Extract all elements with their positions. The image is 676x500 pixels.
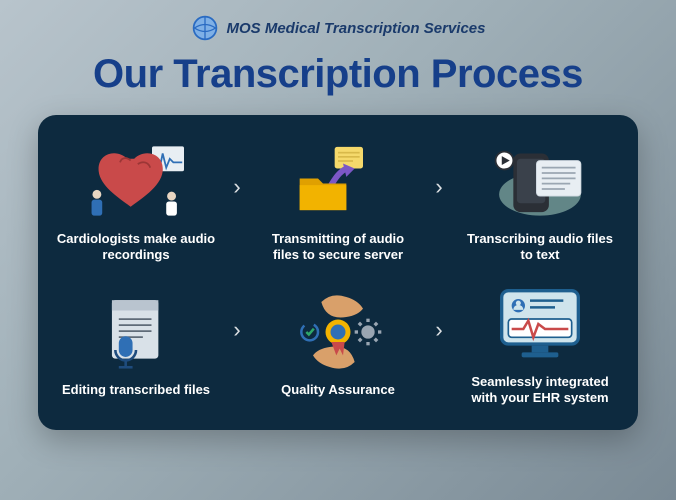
folder-upload-icon [288, 141, 388, 221]
ehr-monitor-icon [490, 284, 590, 364]
brand-logo-icon [191, 14, 219, 42]
step-transcribing: Transcribing audio files to text [460, 141, 620, 264]
step-qa: Quality Assurance [258, 292, 418, 398]
page-title: Our Transcription Process [93, 52, 583, 97]
step-label: Editing transcribed files [62, 382, 210, 398]
process-row: Cardiologists make audio recordings › [56, 141, 620, 264]
step-label: Quality Assurance [281, 382, 395, 398]
chevron-right-icon: › [227, 174, 247, 200]
chevron-right-icon: › [429, 317, 449, 343]
step-label: Cardiologists make audio recordings [56, 231, 216, 264]
step-label: Transcribing audio files to text [460, 231, 620, 264]
brand-name: MOS Medical Transcription Services [227, 20, 486, 37]
step-editing: Editing transcribed files [56, 292, 216, 398]
heart-chart-icon [81, 141, 191, 221]
brand-lockup: MOS Medical Transcription Services [191, 14, 486, 42]
qa-badge-icon [288, 292, 388, 372]
process-row: Editing transcribed files › [56, 284, 620, 407]
step-label: Transmitting of audio files to secure se… [258, 231, 418, 264]
step-label: Seamlessly integrated with your EHR syst… [460, 374, 620, 407]
process-panel: Cardiologists make audio recordings › [38, 115, 638, 430]
audio-to-text-icon [485, 141, 595, 221]
step-cardiologists-recording: Cardiologists make audio recordings [56, 141, 216, 264]
step-transmitting: Transmitting of audio files to secure se… [258, 141, 418, 264]
chevron-right-icon: › [227, 317, 247, 343]
edit-doc-icon [93, 292, 179, 372]
step-ehr: Seamlessly integrated with your EHR syst… [460, 284, 620, 407]
chevron-right-icon: › [429, 174, 449, 200]
